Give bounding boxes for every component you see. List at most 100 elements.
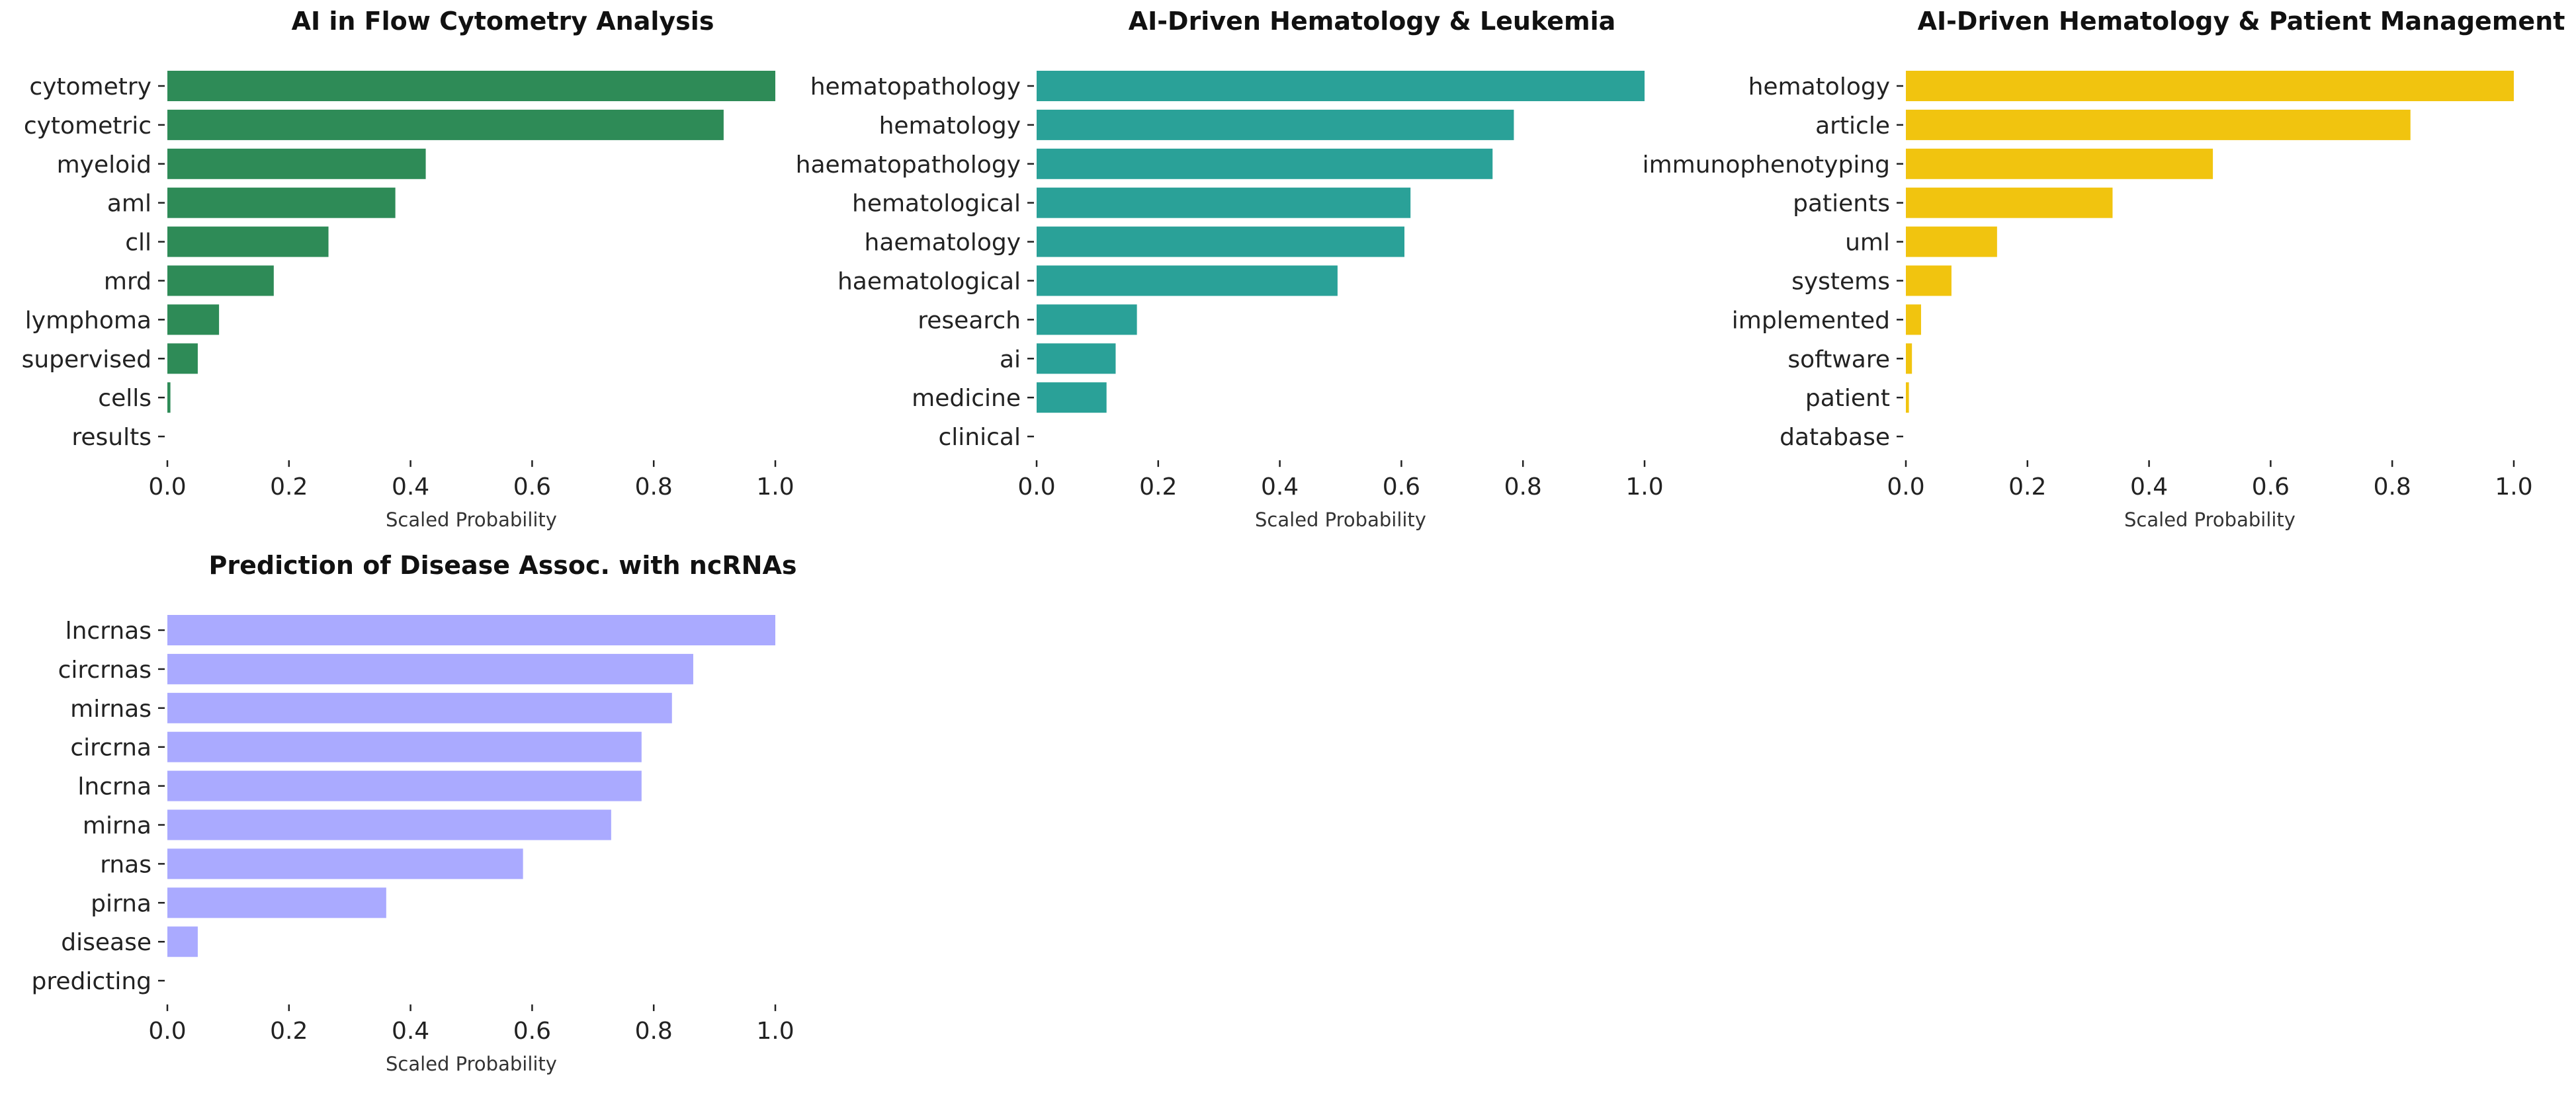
y-tick-label: haematopathology	[796, 151, 1021, 179]
bar-circrnas	[167, 653, 693, 684]
y-tick-label: mirna	[83, 813, 151, 840]
x-tick-label: 0.4	[392, 1018, 429, 1045]
y-tick-label: cytometric	[24, 112, 151, 140]
y-tick-label: supervised	[22, 346, 151, 373]
bar-hematology	[1906, 71, 2514, 101]
x-tick-label: 0.0	[148, 1018, 186, 1045]
y-tick-label: disease	[61, 929, 151, 956]
chart-title: AI in Flow Cytometry Analysis	[292, 7, 714, 36]
y-tick-label: predicting	[32, 968, 151, 995]
y-tick-label: haematology	[865, 229, 1021, 257]
x-tick-label: 0.0	[1887, 473, 1924, 501]
bar-ai	[1037, 343, 1116, 374]
bar-cytometry	[167, 71, 775, 101]
chart-title: AI-Driven Hematology & Leukemia	[1129, 7, 1616, 36]
y-tick-label: hematological	[852, 190, 1021, 218]
x-tick-label: 0.6	[2252, 473, 2290, 501]
x-axis-label: Scaled Probability	[386, 1053, 557, 1075]
x-tick-label: 0.8	[635, 1018, 673, 1045]
y-tick-label: article	[1815, 112, 1890, 140]
x-tick-label: 1.0	[1625, 473, 1663, 501]
y-tick-label: clinical	[939, 424, 1021, 451]
y-tick-label: cells	[98, 385, 151, 412]
bar-uml	[1906, 226, 1997, 257]
y-tick-label: research	[918, 307, 1021, 334]
y-tick-label: circrnas	[58, 657, 151, 684]
x-tick-label: 0.2	[2008, 473, 2046, 501]
bar-haematological	[1037, 265, 1338, 296]
bar-research	[1037, 304, 1137, 335]
y-tick-label: ai	[1000, 346, 1021, 373]
y-tick-label: rnas	[100, 851, 151, 878]
y-tick-label: cytometry	[29, 73, 151, 101]
y-tick-label: uml	[1845, 229, 1890, 257]
bar-mirna	[167, 809, 611, 840]
bar-cells	[167, 382, 171, 413]
y-tick-label: mirnas	[70, 696, 151, 723]
bar-haematology	[1037, 226, 1404, 257]
x-tick-label: 1.0	[2495, 473, 2532, 501]
x-tick-label: 0.6	[1383, 473, 1420, 501]
bar-cll	[167, 226, 329, 257]
y-tick-label: hematopathology	[810, 73, 1021, 101]
y-tick-label: lncrna	[77, 774, 151, 801]
bar-supervised	[167, 343, 198, 374]
x-tick-label: 1.0	[756, 1018, 794, 1045]
bar-patients	[1906, 187, 2113, 218]
bar-rnas	[167, 848, 523, 879]
x-axis-label: Scaled Probability	[386, 508, 557, 531]
x-tick-label: 1.0	[756, 473, 794, 501]
y-tick-label: haematological	[837, 268, 1021, 296]
bar-implemented	[1906, 304, 1921, 335]
x-tick-label: 0.0	[148, 473, 186, 501]
x-tick-label: 0.2	[1139, 473, 1177, 501]
y-tick-label: patients	[1793, 190, 1890, 218]
x-tick-label: 0.2	[270, 473, 308, 501]
y-tick-label: systems	[1791, 268, 1890, 296]
y-tick-label: mrd	[104, 268, 151, 296]
bar-lncrna	[167, 770, 642, 801]
bar-medicine	[1037, 382, 1107, 413]
y-tick-label: database	[1780, 424, 1890, 451]
bar-systems	[1906, 265, 1952, 296]
y-tick-label: lymphoma	[25, 307, 151, 334]
y-tick-label: results	[71, 424, 151, 451]
x-axis-label: Scaled Probability	[2124, 508, 2296, 531]
x-tick-label: 0.8	[2374, 473, 2411, 501]
y-tick-label: circrna	[70, 735, 151, 762]
x-tick-label: 0.4	[1261, 473, 1299, 501]
y-tick-label: medicine	[912, 385, 1021, 412]
y-tick-label: cll	[125, 229, 151, 257]
x-tick-label: 0.8	[635, 473, 673, 501]
bar-lymphoma	[167, 304, 220, 335]
bar-article	[1906, 109, 2411, 140]
y-tick-label: pirna	[91, 890, 151, 917]
bar-lncrnas	[167, 615, 775, 645]
bar-aml	[167, 187, 396, 218]
bar-haematopathology	[1037, 148, 1493, 179]
x-tick-label: 0.6	[513, 473, 551, 501]
y-tick-label: hematology	[1748, 73, 1890, 101]
bar-mirnas	[167, 692, 672, 723]
x-tick-label: 0.0	[1017, 473, 1055, 501]
x-tick-label: 0.4	[2130, 473, 2168, 501]
chart-title: Prediction of Disease Assoc. with ncRNAs	[209, 551, 797, 580]
x-tick-label: 0.6	[513, 1018, 551, 1045]
y-tick-label: software	[1787, 346, 1890, 373]
bar-software	[1906, 343, 1912, 374]
y-tick-label: implemented	[1732, 307, 1890, 334]
x-tick-label: 0.4	[392, 473, 429, 501]
bar-disease	[167, 926, 198, 957]
bar-myeloid	[167, 148, 426, 179]
y-tick-label: aml	[107, 190, 151, 218]
bar-hematological	[1037, 187, 1411, 218]
y-tick-label: hematology	[879, 112, 1021, 140]
bar-hematology	[1037, 109, 1514, 140]
bar-patient	[1906, 382, 1909, 413]
y-tick-label: myeloid	[57, 151, 151, 179]
bar-pirna	[167, 887, 386, 918]
bar-hematopathology	[1037, 71, 1645, 101]
y-tick-label: lncrnas	[65, 618, 151, 645]
x-tick-label: 0.8	[1504, 473, 1542, 501]
